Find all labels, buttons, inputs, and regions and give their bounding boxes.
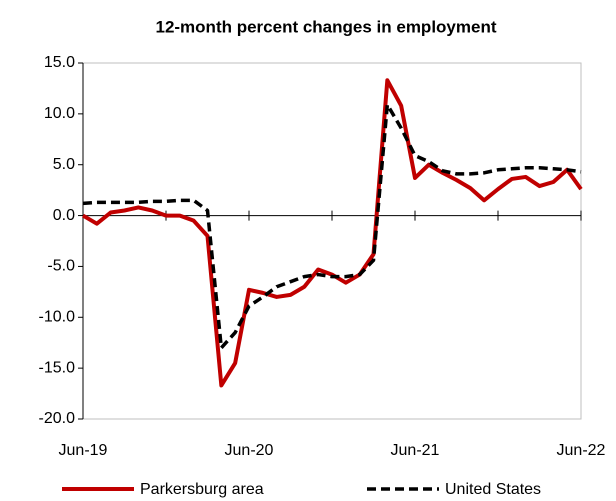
y-tick-label: -15.0: [39, 359, 76, 376]
y-tick-label: 10.0: [44, 105, 75, 122]
legend-label: Parkersburg area: [140, 481, 264, 498]
y-tick-label: -20.0: [39, 410, 76, 427]
series-line: [82, 102, 582, 350]
series-line: [81, 78, 583, 388]
y-tick-label: 15.0: [44, 54, 75, 71]
x-tick-label: Jun-21: [391, 442, 440, 459]
x-tick-label: Jun-22: [557, 442, 606, 459]
y-tick-label: 5.0: [53, 156, 75, 173]
x-tick-label: Jun-19: [59, 442, 108, 459]
chart-title: 12-month percent changes in employment: [155, 17, 496, 36]
y-tick-label: -5.0: [47, 258, 75, 275]
y-tick-label: -10.0: [39, 309, 76, 326]
x-tick-label: Jun-20: [225, 442, 274, 459]
y-tick-label: 0.0: [53, 207, 75, 224]
legend-label: United States: [445, 481, 541, 498]
